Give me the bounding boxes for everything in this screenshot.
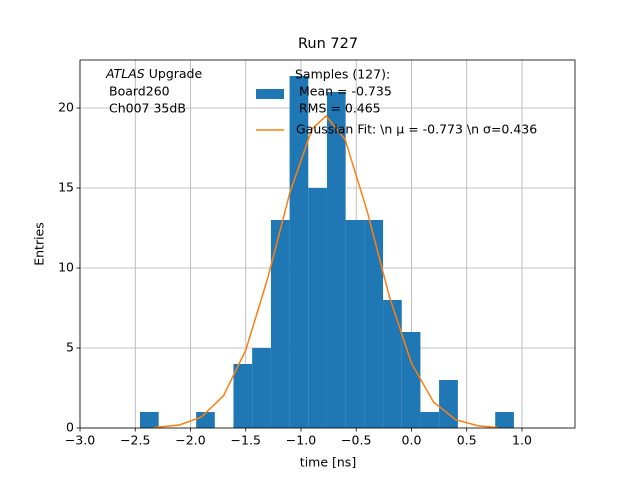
bar — [270, 220, 290, 428]
x-tick-label: −3.0 — [65, 433, 95, 448]
bar — [401, 332, 421, 428]
x-tick-label: −0.5 — [341, 433, 371, 448]
x-tick-label: 0.0 — [402, 433, 422, 448]
y-tick-label: 20 — [58, 100, 74, 115]
annotation-line: Board260 — [109, 84, 170, 99]
y-tick-label: 0 — [66, 420, 74, 435]
legend-detail: Mean = -0.735 — [299, 84, 392, 99]
bar — [420, 412, 440, 428]
x-tick-label: 0.5 — [457, 433, 477, 448]
bar — [345, 220, 365, 428]
bar — [289, 76, 309, 428]
legend-detail: RMS = 0.465 — [299, 101, 381, 116]
bar — [364, 220, 384, 428]
legend-label: Samples (127): — [295, 67, 390, 82]
bar — [139, 412, 159, 428]
annotation-line: ATLAS Upgrade — [105, 66, 202, 81]
x-tick-label: −2.0 — [175, 433, 205, 448]
bar — [252, 348, 271, 428]
axes-frame — [79, 59, 576, 429]
frame: −3.0 −2.5 −2.0 −1.5 −1.0 −0.5 0.0 0.5 1.0 0 5 10 15 2… — [58, 59, 576, 448]
y-tick-label: 10 — [58, 260, 74, 275]
annotation-text: Upgrade — [149, 66, 203, 81]
x-tick-label: −1.5 — [231, 433, 261, 448]
x-axis-label: time [ns] — [300, 455, 356, 470]
annotation-line: Ch007 35dB — [109, 101, 186, 116]
bar — [196, 412, 215, 428]
annotation: ATLAS Upgrade Board260 Ch007 35dB — [105, 66, 202, 116]
bar — [383, 300, 402, 428]
x-tick-label: −1.0 — [286, 433, 316, 448]
y-tick-label: 15 — [58, 180, 74, 195]
bar — [495, 412, 514, 428]
bar — [326, 92, 346, 428]
chart-title: Run 727 — [298, 36, 358, 52]
annotation-emphasis: ATLAS — [105, 66, 145, 81]
fit-line — [153, 114, 498, 429]
bar — [439, 380, 458, 428]
bar — [233, 364, 253, 428]
bar — [308, 188, 327, 428]
marks — [139, 76, 514, 429]
legend: Samples (127): Mean = -0.735 RMS = 0.465 Ga… — [256, 67, 537, 137]
y-axis-label: Entries — [32, 222, 47, 266]
legend-patch — [256, 89, 284, 99]
x-tick-label: −2.5 — [120, 433, 150, 448]
legend-label: Gaussian Fit: \n μ = -0.773 \n σ=0.436 — [296, 122, 537, 137]
y-tick-label: 5 — [66, 340, 74, 355]
x-tick-label: 1.0 — [512, 433, 532, 448]
